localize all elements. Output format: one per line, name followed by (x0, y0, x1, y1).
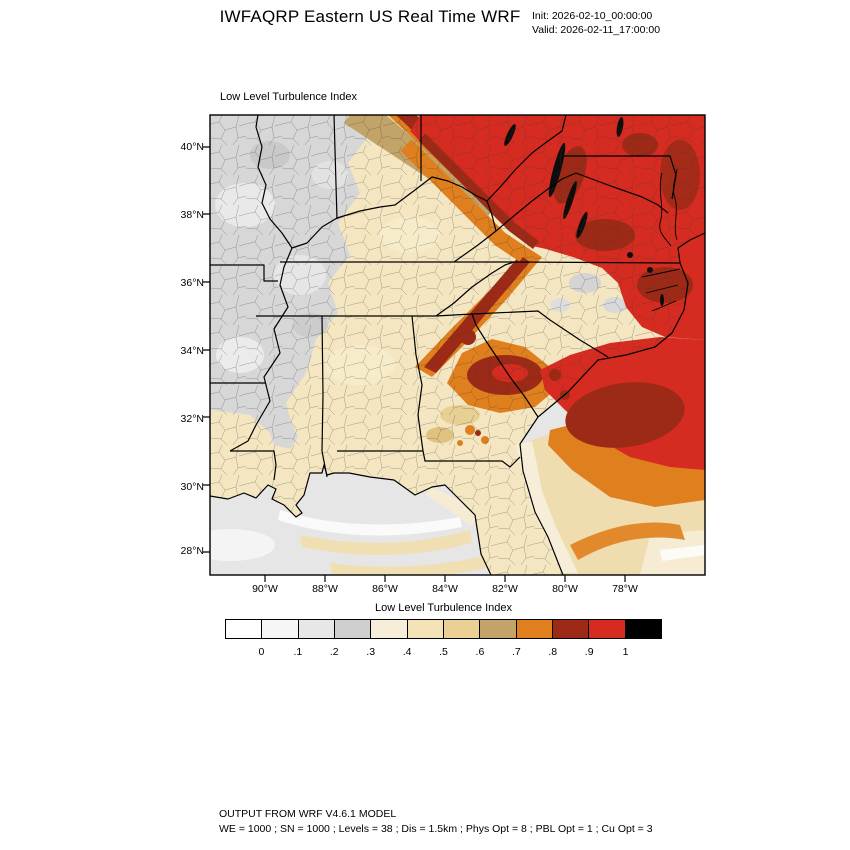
colorbar-ticklabels: 0 .1 .2 .3 .4 .5 .6 .7 .8 .9 1 (225, 646, 662, 660)
colorbar-tick-label: .1 (293, 646, 303, 658)
y-tick-label: 38°N (180, 209, 204, 221)
colorbar-tick-label: .8 (548, 646, 558, 658)
x-tick-label: 84°W (432, 583, 458, 595)
y-tick-label: 30°N (180, 481, 204, 493)
colorbar-tick-label: .5 (439, 646, 448, 658)
plot-title: IWFAQRP Eastern US Real Time WRF (219, 7, 521, 26)
x-tick-label: 80°W (552, 583, 578, 595)
colorbar-box (406, 619, 444, 639)
colorbar-box (370, 619, 408, 639)
state-boundaries (210, 115, 681, 481)
y-tick-label: 34°N (180, 345, 204, 357)
colorbar-box (624, 619, 662, 639)
x-tick-label: 86°W (372, 583, 398, 595)
colorbar-tick-label: .3 (366, 646, 376, 658)
y-tick-label: 28°N (180, 545, 204, 557)
footer-model-line: OUTPUT FROM WRF V4.6.1 MODEL (219, 808, 397, 820)
x-tick-label: 90°W (252, 583, 278, 595)
colorbar-box (551, 619, 590, 639)
colorbar-tick-label: 1 (622, 646, 629, 658)
y-tick-label: 36°N (180, 277, 204, 289)
colorbar-tick-label: .2 (329, 646, 339, 658)
colorbar-box (515, 619, 553, 639)
x-tick-label: 88°W (312, 583, 338, 595)
run-info: Init: 2026-02-10_00:00:00 Valid: 2026-02… (532, 9, 660, 37)
colorbar-tick-label: .7 (511, 646, 521, 658)
axis-ticks (203, 146, 626, 582)
colorbar-box (225, 619, 263, 639)
field-label-top: Low Level Turbulence Index (220, 91, 357, 103)
map-field (210, 115, 705, 575)
colorbar-box (479, 619, 517, 639)
y-tick-label: 32°N (180, 413, 204, 425)
colorbar-tick-label: 0 (258, 646, 265, 658)
valid-time: Valid: 2026-02-11_17:00:00 (532, 24, 661, 36)
colorbar-tick-label: .6 (475, 646, 485, 658)
colorbar-label: Low Level Turbulence Index (375, 602, 512, 614)
colorbar-box (261, 619, 299, 639)
y-tick-label: 40°N (180, 141, 204, 153)
colorbar-tick-label: .9 (584, 646, 594, 658)
init-time: Init: 2026-02-10_00:00:00 (532, 10, 653, 22)
coastline (210, 232, 705, 575)
colorbar-boxes (225, 619, 662, 639)
turbulence-map (203, 114, 706, 582)
colorbar-box (442, 619, 481, 639)
colorbar-box (588, 619, 626, 639)
footer-config-line: WE = 1000 ; SN = 1000 ; Levels = 38 ; Di… (219, 823, 653, 835)
bays-sounds (641, 168, 681, 312)
map-frame (209, 114, 706, 576)
colorbar-tick-label: .4 (402, 646, 412, 658)
colorbar-box (333, 619, 372, 639)
x-tick-label: 82°W (492, 583, 518, 595)
colorbar-box (297, 619, 335, 639)
x-tick-label: 78°W (612, 583, 638, 595)
